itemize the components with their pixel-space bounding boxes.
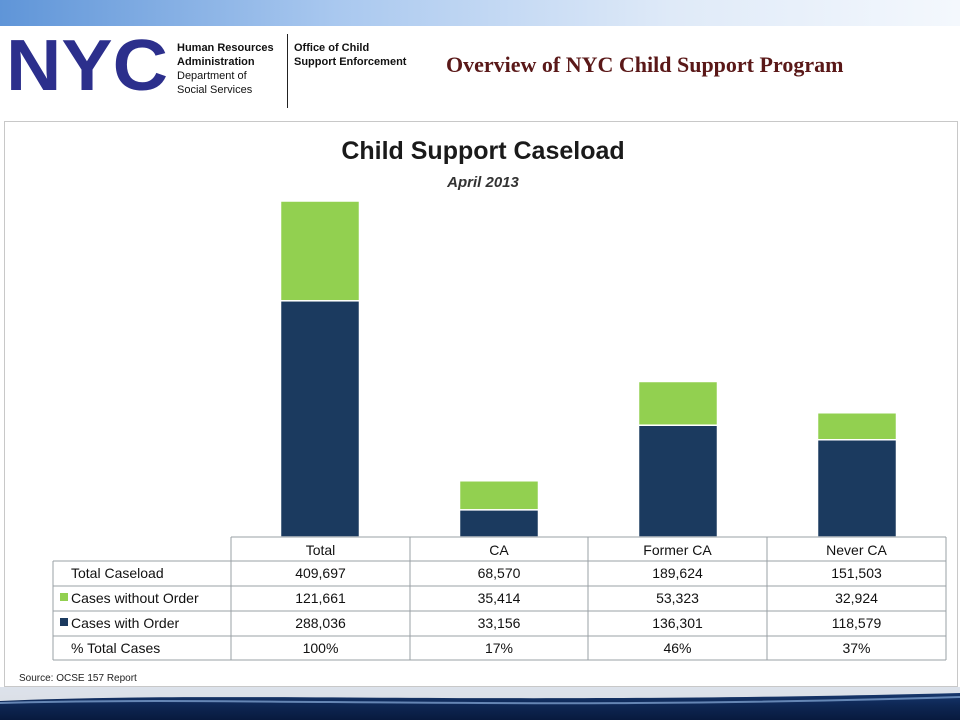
hra-name: Human Resources Administration Departmen…	[177, 41, 274, 97]
chart-panel: Child Support Caseload April 2013 Total C…	[4, 121, 958, 687]
bar-former-ca-cases-without-order	[637, 380, 719, 426]
table-cell: 46%	[663, 640, 691, 656]
table-cell: 189,624	[652, 565, 703, 581]
header-divider	[287, 34, 288, 108]
table-cell: 136,301	[652, 615, 703, 631]
table-cell: 118,579	[832, 615, 882, 631]
data-table: Total CA Former CA Never CA Total Caseload 40…	[52, 536, 947, 661]
table-cell: 53,323	[656, 590, 699, 606]
caseload-chart: Child Support Caseload April 2013 Total C…	[19, 137, 947, 684]
hra-line2: Administration	[177, 56, 255, 68]
table-cell: 35,414	[478, 590, 521, 606]
legend-swatch-cases-with-order	[60, 618, 68, 626]
table-cell: 37%	[842, 640, 870, 656]
table-cell: 100%	[303, 640, 339, 656]
bottom-swoosh	[0, 687, 960, 705]
bar-total-cases-without-order	[279, 200, 361, 302]
ocse-line2: Support Enforcement	[294, 56, 407, 68]
table-cell: 17%	[485, 640, 513, 656]
bar-former-ca-cases-with-order	[637, 424, 719, 538]
ocse-name: Office of Child Support Enforcement	[294, 41, 406, 69]
table-cell: 68,570	[478, 565, 521, 581]
chart-title: Child Support Caseload	[341, 137, 624, 165]
table-row-label--total-cases: % Total Cases	[71, 640, 160, 656]
page-title: Overview of NYC Child Support Program	[446, 52, 844, 77]
table-cell: 151,503	[831, 565, 882, 581]
bar-never-ca-cases-with-order	[816, 439, 898, 538]
chart-source: Source: OCSE 157 Report	[19, 673, 137, 684]
table-row-label-total-caseload: Total Caseload	[71, 565, 164, 581]
table-cell: 288,036	[295, 615, 346, 631]
table-header-total: Total	[306, 542, 336, 558]
bar-total-cases-with-order	[279, 300, 361, 538]
table-cell: 32,924	[835, 590, 878, 606]
bar-ca-cases-with-order	[458, 509, 540, 538]
bottom-band	[0, 687, 960, 720]
hra-line3: Department of	[177, 70, 247, 82]
chart-subtitle: April 2013	[446, 174, 519, 191]
top-gradient-bar	[0, 0, 960, 26]
table-cell: 409,697	[295, 565, 346, 581]
table-header-never-ca: Never CA	[826, 542, 887, 558]
bar-never-ca-cases-without-order	[816, 411, 898, 441]
ocse-line1: Office of Child	[294, 42, 370, 54]
legend-swatch-cases-without-order	[60, 593, 68, 601]
table-header-ca: CA	[489, 542, 509, 558]
hra-line4: Social Services	[177, 84, 253, 96]
table-cell: 33,156	[478, 615, 521, 631]
table-cell: 121,661	[295, 590, 346, 606]
slide-header: NYC Human Resources Administration Depar…	[0, 26, 960, 118]
bar-group	[279, 200, 898, 538]
table-row-label-cases-without-order: Cases without Order	[71, 590, 199, 606]
table-row-label-cases-with-order: Cases with Order	[71, 615, 179, 631]
bar-ca-cases-without-order	[458, 480, 540, 511]
table-header-former-ca: Former CA	[643, 542, 712, 558]
hra-line1: Human Resources	[177, 42, 274, 54]
svg-text:NYC: NYC	[6, 38, 168, 92]
nyc-logo: NYC	[6, 38, 168, 92]
